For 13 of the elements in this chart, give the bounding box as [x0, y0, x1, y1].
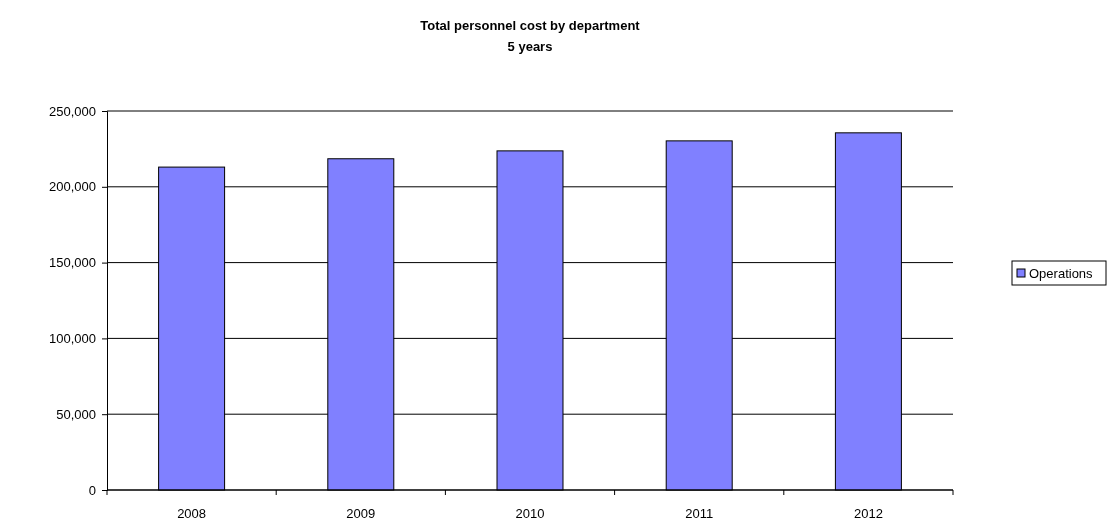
y-tick-label: 200,000: [49, 179, 96, 195]
legend-label: Operations: [1029, 266, 1094, 281]
x-tick-label: 2009: [346, 506, 376, 521]
y-tick-label: 100,000: [49, 331, 96, 347]
y-tick-label: 250,000: [49, 103, 96, 119]
y-tick-label: 0: [88, 482, 96, 498]
chart-title: Total personnel cost by department 5 years: [420, 18, 641, 54]
x-tick-label: 2012: [853, 506, 883, 521]
x-tick-label: 2011: [685, 506, 714, 521]
y-tick-label: 150,000: [49, 255, 96, 271]
y-tick-label: 50,000: [56, 406, 96, 422]
x-tick-label: 2008: [177, 506, 207, 521]
x-tick-label: 2010: [515, 506, 545, 521]
